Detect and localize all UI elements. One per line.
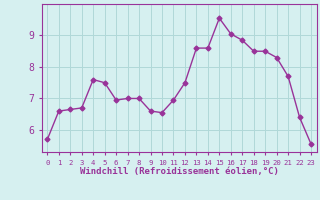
X-axis label: Windchill (Refroidissement éolien,°C): Windchill (Refroidissement éolien,°C) [80,167,279,176]
